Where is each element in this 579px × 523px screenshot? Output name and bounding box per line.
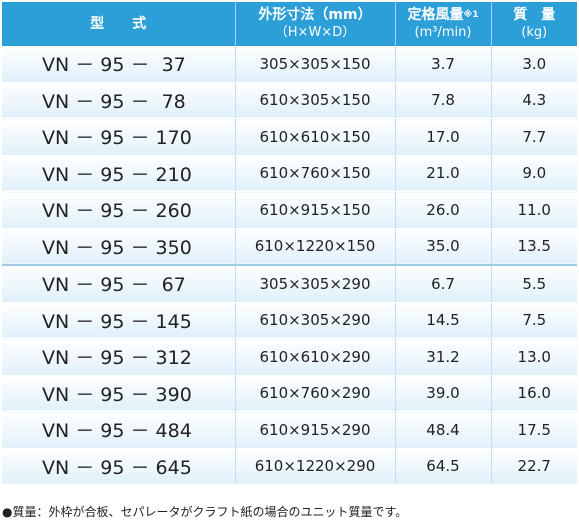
model-cell: VN － 95 － 170	[2, 118, 236, 156]
airflow-cell: 7.8	[395, 82, 492, 119]
mass-cell: 9.0	[491, 155, 577, 192]
mass-cell: 7.7	[491, 118, 577, 156]
table-row: VN － 95 － 260 610×915×150 26.0 11.0	[2, 191, 577, 229]
mass-cell: 17.5	[491, 411, 577, 449]
table-row: VN － 95 － 78 610×305×150 7.8 4.3	[2, 82, 577, 119]
dimensions-cell: 610×610×150	[235, 118, 396, 156]
dimensions-cell: 610×760×150	[235, 155, 396, 192]
airflow-cell: 6.7	[395, 264, 492, 303]
airflow-cell: 17.0	[395, 118, 492, 156]
dimensions-cell: 610×915×290	[235, 411, 396, 449]
table-row: VN － 95 － 37 305×305×150 3.7 3.0	[2, 46, 577, 83]
airflow-cell: 39.0	[395, 375, 492, 412]
airflow-cell: 14.5	[395, 302, 492, 339]
header-subtext: (m³/min)	[414, 25, 472, 40]
dimensions-cell: 305×305×290	[235, 264, 396, 303]
header-text: 質 量	[513, 7, 556, 23]
model-cell: VN － 95 － 37	[2, 46, 236, 83]
airflow-cell: 31.2	[395, 338, 492, 376]
table-row: VN － 95 － 145 610×305×290 14.5 7.5	[2, 302, 577, 339]
model-cell: VN － 95 － 312	[2, 338, 236, 376]
table-row: VN － 95 － 170 610×610×150 17.0 7.7	[2, 118, 577, 156]
mass-cell: 13.0	[491, 338, 577, 376]
model-cell: VN － 95 － 390	[2, 375, 236, 412]
header-subtext: (kg)	[521, 25, 548, 40]
table-row: VN － 95 － 484 610×915×290 48.4 17.5	[2, 411, 577, 449]
mass-cell: 22.7	[491, 448, 577, 485]
model-cell: VN － 95 － 260	[2, 191, 236, 229]
table-body: VN － 95 － 37 305×305×150 3.7 3.0 VN － 95 － 7…	[2, 46, 577, 485]
dimensions-cell: 305×305×150	[235, 46, 396, 83]
airflow-cell: 21.0	[395, 155, 492, 192]
airflow-cell: 64.5	[395, 448, 492, 485]
table-row: VN － 95 － 312 610×610×290 31.2 13.0	[2, 338, 577, 376]
dimensions-cell: 610×305×290	[235, 302, 396, 339]
dimensions-cell: 610×760×290	[235, 375, 396, 412]
mass-cell: 4.3	[491, 82, 577, 119]
table-row: VN － 95 － 350 610×1220×150 35.0 13.5	[2, 228, 577, 266]
header-cell: 型 式	[2, 2, 236, 46]
model-cell: VN － 95 － 645	[2, 448, 236, 485]
mass-cell: 13.5	[491, 228, 577, 266]
header-text: 定格風量	[407, 7, 464, 23]
airflow-cell: 48.4	[395, 411, 492, 449]
dimensions-cell: 610×915×150	[235, 191, 396, 229]
mass-cell: 16.0	[491, 375, 577, 412]
table-row: VN － 95 － 67 305×305×290 6.7 5.5	[2, 264, 577, 303]
model-cell: VN － 95 － 350	[2, 228, 236, 266]
dimensions-cell: 610×305×150	[235, 82, 396, 119]
mass-cell: 7.5	[491, 302, 577, 339]
header-text: 外形寸法（mm）	[258, 7, 372, 23]
dimensions-cell: 610×1220×150	[235, 228, 396, 266]
header-cell: 質 量 (kg)	[491, 2, 577, 46]
mass-cell: 5.5	[491, 264, 577, 303]
model-cell: VN － 95 － 145	[2, 302, 236, 339]
dimensions-cell: 610×610×290	[235, 338, 396, 376]
table-row: VN － 95 － 210 610×760×150 21.0 9.0	[2, 155, 577, 192]
header-cell: 外形寸法（mm） （H×W×D）	[235, 2, 396, 46]
header-note-mark: ※1	[463, 10, 479, 20]
airflow-cell: 3.7	[395, 46, 492, 83]
header-subtext: （H×W×D）	[274, 25, 356, 40]
spec-table: 型 式 外形寸法（mm） （H×W×D） 定格風量※1 (m³/min) 質 量 (k…	[2, 2, 577, 485]
model-cell: VN － 95 － 67	[2, 264, 236, 303]
airflow-cell: 35.0	[395, 228, 492, 266]
header-cell: 定格風量※1 (m³/min)	[395, 2, 492, 46]
header-row: 型 式 外形寸法（mm） （H×W×D） 定格風量※1 (m³/min) 質 量 (k…	[2, 2, 577, 46]
table-row: VN － 95 － 390 610×760×290 39.0 16.0	[2, 375, 577, 412]
table-row: VN － 95 － 645 610×1220×290 64.5 22.7	[2, 448, 577, 485]
mass-cell: 3.0	[491, 46, 577, 83]
model-cell: VN － 95 － 484	[2, 411, 236, 449]
model-cell: VN － 95 － 78	[2, 82, 236, 119]
airflow-cell: 26.0	[395, 191, 492, 229]
dimensions-cell: 610×1220×290	[235, 448, 396, 485]
mass-cell: 11.0	[491, 191, 577, 229]
header-text: 型 式	[90, 15, 147, 32]
footnote: ●質量：外枠が合板、セパレータがクラフト紙の場合のユニット質量です。	[2, 505, 408, 519]
model-cell: VN － 95 － 210	[2, 155, 236, 192]
